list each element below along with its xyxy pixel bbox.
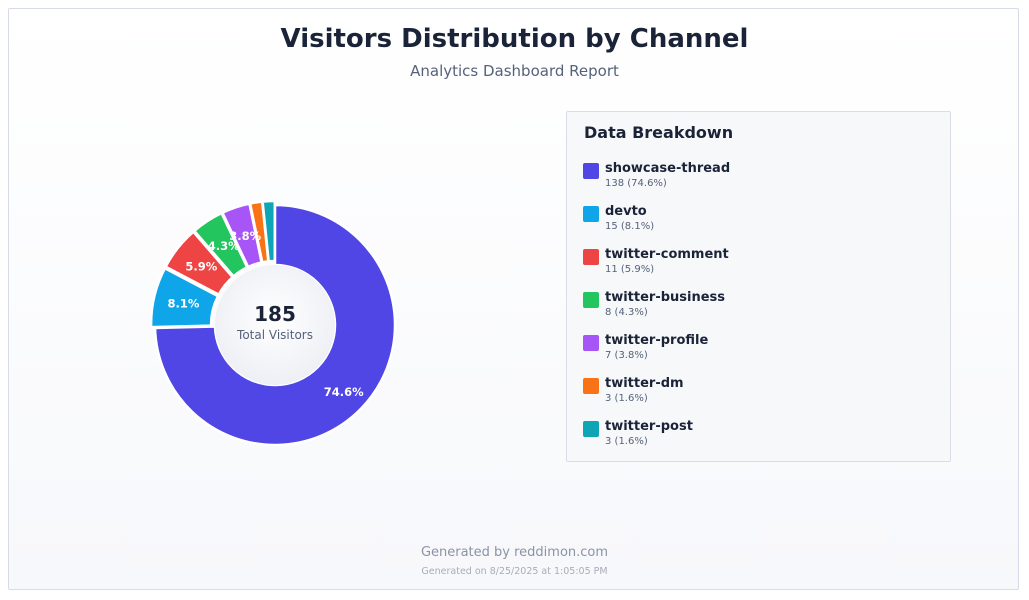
total-visitors-label: Total Visitors — [236, 328, 313, 342]
legend-item-twitter-profile: twitter-profile 7 (3.8%) — [583, 331, 923, 371]
slice-label-showcase-thread: 74.6% — [324, 385, 364, 399]
legend-name: twitter-comment — [605, 247, 729, 262]
data-breakdown-panel: Data Breakdown showcase-thread 138 (74.6… — [566, 111, 951, 462]
legend-detail: 3 (1.6%) — [605, 393, 648, 404]
legend-item-twitter-post: twitter-post 3 (1.6%) — [583, 417, 923, 457]
legend-name: twitter-business — [605, 290, 726, 305]
legend-detail: 11 (5.9%) — [605, 264, 655, 275]
legend-swatch — [583, 163, 599, 179]
legend-detail: 138 (74.6%) — [605, 178, 667, 189]
legend-detail: 15 (8.1%) — [605, 221, 655, 232]
legend-swatch — [583, 292, 599, 308]
legend-name: devto — [605, 204, 647, 219]
legend-item-twitter-business: twitter-business 8 (4.3%) — [583, 288, 923, 328]
legend-item-twitter-comment: twitter-comment 11 (5.9%) — [583, 245, 923, 285]
legend-name: twitter-post — [605, 419, 693, 434]
legend-swatch — [583, 421, 599, 437]
donut-chart: 74.6% 8.1% 5.9% 4.3%3.8% 185 Total Visitors — [150, 200, 397, 447]
slice-labels: 74.6% 8.1% 5.9% 4.3%3.8% — [168, 229, 365, 399]
chart-title: Visitors Distribution by Channel — [280, 24, 749, 54]
legend-swatch — [583, 249, 599, 265]
total-visitors-value: 185 — [254, 302, 296, 326]
donut-slices — [150, 200, 397, 447]
footer-generated-by: Generated by reddimon.com — [420, 545, 609, 560]
legend-item-devto: devto 15 (8.1%) — [583, 202, 923, 242]
legend-name: twitter-profile — [605, 333, 709, 348]
legend-item-showcase-thread: showcase-thread 138 (74.6%) — [583, 159, 923, 199]
slice-twitter-post — [261, 200, 277, 263]
breakdown-title: Data Breakdown — [584, 123, 734, 142]
legend-name: showcase-thread — [605, 161, 731, 176]
slice-devto — [150, 266, 220, 329]
donut-hole — [215, 265, 335, 385]
legend-detail: 3 (1.6%) — [605, 436, 648, 447]
legend-swatch — [583, 206, 599, 222]
footer-generated-on: Generated on 8/25/2025 at 1:05:05 PM — [421, 566, 608, 577]
slice-label-twitter-comment: 5.9% — [185, 260, 217, 274]
legend-detail: 8 (4.3%) — [605, 307, 648, 318]
slice-twitter-comment — [163, 229, 235, 297]
slice-label-twitter-business: 4.3% — [208, 239, 240, 253]
legend-swatch — [583, 378, 599, 394]
slice-label-devto: 8.1% — [168, 297, 200, 311]
chart-subtitle: Analytics Dashboard Report — [410, 62, 619, 80]
legend-name: twitter-dm — [605, 376, 684, 391]
legend-detail: 7 (3.8%) — [605, 350, 648, 361]
slice-label-twitter-profile: 3.8% — [229, 229, 261, 243]
legend-swatch — [583, 335, 599, 351]
legend-item-twitter-dm: twitter-dm 3 (1.6%) — [583, 374, 923, 414]
